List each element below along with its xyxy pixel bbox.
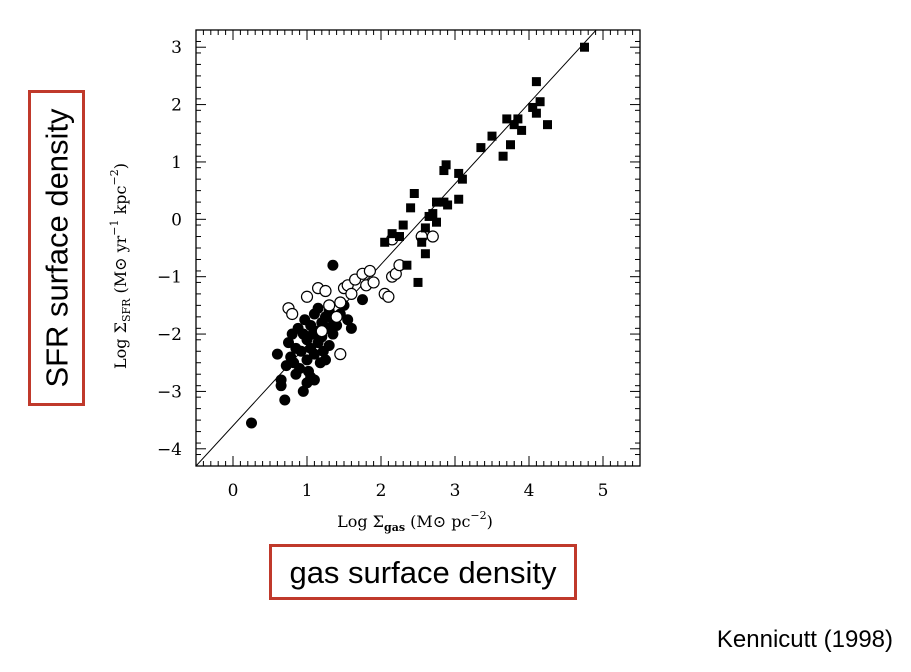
- filled-circle-point: [308, 348, 320, 360]
- filled-circle-point: [327, 328, 339, 340]
- filled-square-point: [398, 220, 408, 230]
- filled-square-point: [517, 125, 527, 135]
- filled-square-point: [528, 102, 538, 112]
- filled-square-point: [502, 114, 512, 124]
- open-circle-point: [367, 276, 380, 289]
- y-axis-title: Log ΣSFR (M⊙ yr−1 kpc−2): [108, 163, 133, 369]
- y-tick-label: −2: [157, 325, 182, 345]
- open-circle-point: [300, 290, 314, 303]
- filled-square-point: [417, 237, 427, 247]
- filled-square-point: [387, 229, 397, 239]
- open-circle-point: [345, 287, 358, 300]
- filled-circle-point: [283, 337, 294, 349]
- filled-square-point: [395, 232, 404, 242]
- plot-frame: [195, 29, 641, 467]
- filled-circle-point: [275, 380, 287, 392]
- sfr-density-annotation: SFR surface density: [28, 90, 85, 406]
- filled-circle-point: [320, 354, 331, 366]
- y-tick-label: 0: [171, 210, 182, 230]
- x-tick-label: 4: [524, 481, 535, 501]
- y-tick-label: −1: [157, 268, 182, 288]
- citation-text: Kennicutt (1998): [716, 626, 893, 653]
- filled-circle-point: [308, 374, 320, 386]
- x-tick-label: 1: [302, 481, 313, 501]
- filled-square-point: [413, 277, 423, 287]
- filled-square-point: [439, 166, 449, 176]
- y-tick-label: 3: [171, 38, 182, 58]
- filled-square-point: [441, 160, 451, 170]
- filled-square-point: [513, 114, 523, 124]
- open-circle-point: [426, 230, 439, 243]
- filled-circle-point: [345, 322, 357, 334]
- filled-square-point: [531, 108, 541, 118]
- filled-square-point: [531, 77, 541, 87]
- gas-density-annotation-text: gas surface density: [289, 554, 557, 590]
- filled-circle-point: [271, 348, 283, 360]
- filled-square-point: [402, 260, 412, 270]
- filled-circle-point: [331, 319, 343, 331]
- filled-square-point: [535, 97, 545, 107]
- filled-square-point: [509, 120, 519, 130]
- open-circle-point: [286, 307, 299, 321]
- filled-square-point: [428, 209, 438, 219]
- filled-square-point: [432, 197, 441, 207]
- filled-square-point: [409, 189, 419, 198]
- filled-square-point: [543, 120, 552, 130]
- filled-square-point: [476, 143, 486, 153]
- filled-square-point: [420, 223, 430, 233]
- open-circle-point: [334, 348, 347, 361]
- filled-square-point: [457, 174, 467, 184]
- filled-square-point: [380, 237, 390, 247]
- filled-square-point: [420, 249, 430, 259]
- filled-circle-point: [357, 294, 368, 306]
- filled-square-point: [439, 197, 449, 207]
- filled-circle-point: [301, 354, 313, 366]
- fit-line: [196, 30, 597, 466]
- filled-circle-point: [297, 385, 309, 397]
- filled-square-point: [487, 131, 497, 141]
- open-circle-point: [315, 325, 328, 338]
- filled-square-point: [506, 140, 515, 150]
- filled-square-point: [580, 42, 589, 52]
- y-tick-label: 1: [171, 153, 182, 173]
- x-tick-label: 0: [228, 481, 239, 501]
- filled-circle-point: [295, 345, 307, 357]
- filled-square-point: [432, 217, 441, 227]
- axis-ticks: 0 1 2 3 4 5 −4 −3 −2 −1 0 1 2 3: [157, 29, 641, 501]
- open-circle-point: [323, 299, 336, 312]
- data-points: [246, 42, 589, 429]
- filled-circle-point: [290, 368, 302, 380]
- filled-circle-point: [342, 314, 354, 326]
- filled-square-point: [406, 203, 416, 213]
- x-axis-title: Log Σgas (M⊙ pc−2): [337, 509, 493, 534]
- x-tick-label: 3: [450, 481, 461, 501]
- open-circle-point: [363, 264, 376, 278]
- filled-square-point: [498, 151, 508, 161]
- open-circle-point: [330, 310, 343, 323]
- x-tick-label: 5: [598, 481, 609, 501]
- filled-circle-point: [327, 259, 339, 271]
- gas-density-annotation: gas surface density: [269, 544, 577, 600]
- filled-circle-point: [312, 302, 324, 314]
- x-tick-label: 2: [376, 481, 387, 501]
- filled-circle-point: [246, 417, 257, 429]
- sfr-density-annotation-text: SFR surface density: [39, 108, 74, 388]
- open-circle-point: [382, 290, 395, 303]
- filled-square-point: [454, 194, 464, 204]
- open-circle-point: [319, 284, 332, 298]
- y-tick-label: −4: [157, 440, 182, 460]
- open-circle-point: [334, 296, 347, 309]
- y-tick-label: −3: [157, 382, 182, 402]
- filled-circle-point: [323, 340, 335, 352]
- y-tick-label: 2: [171, 96, 182, 116]
- fit-line-group: [196, 30, 597, 466]
- filled-square-point: [454, 168, 464, 178]
- filled-circle-point: [279, 394, 291, 406]
